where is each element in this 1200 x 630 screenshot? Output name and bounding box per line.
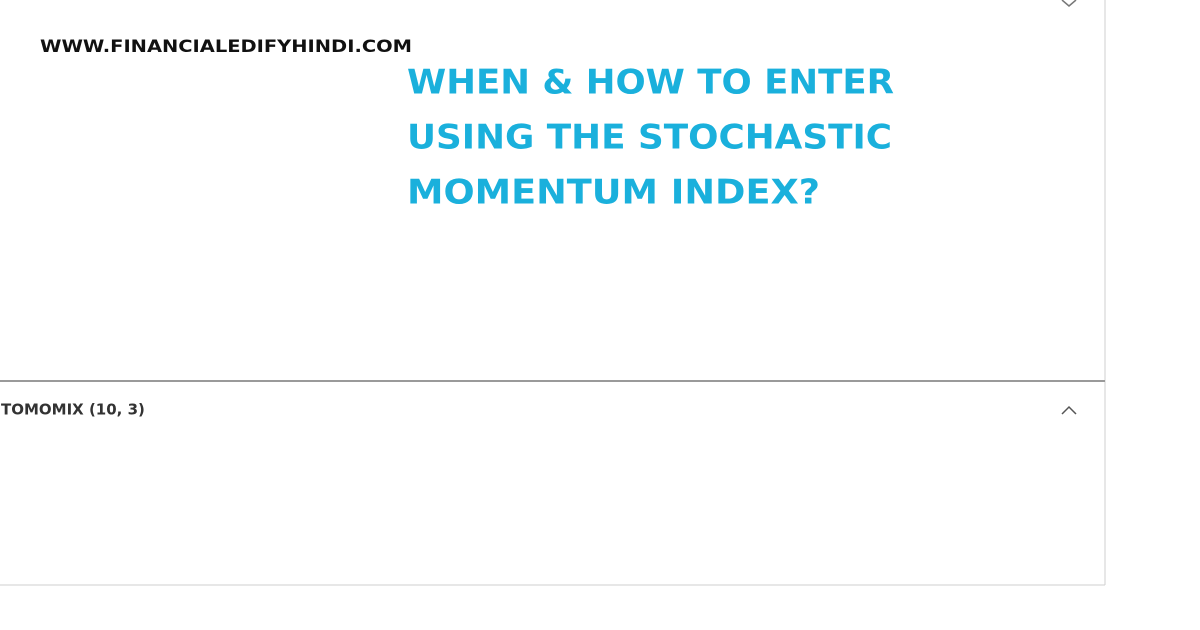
collapse-icon[interactable] (1061, 405, 1077, 415)
headline-line: USING THE STOCHASTIC (407, 118, 892, 158)
website: WWW.FINANCIALEDIFYHINDI.COM (40, 37, 412, 57)
indicator-title: TOMOMIX (10, 3) (1, 401, 145, 419)
headline-line: MOMENTUM INDEX? (407, 173, 820, 213)
headline-line: WHEN & HOW TO ENTER (407, 63, 894, 103)
collapse-icon[interactable] (1061, 0, 1077, 7)
